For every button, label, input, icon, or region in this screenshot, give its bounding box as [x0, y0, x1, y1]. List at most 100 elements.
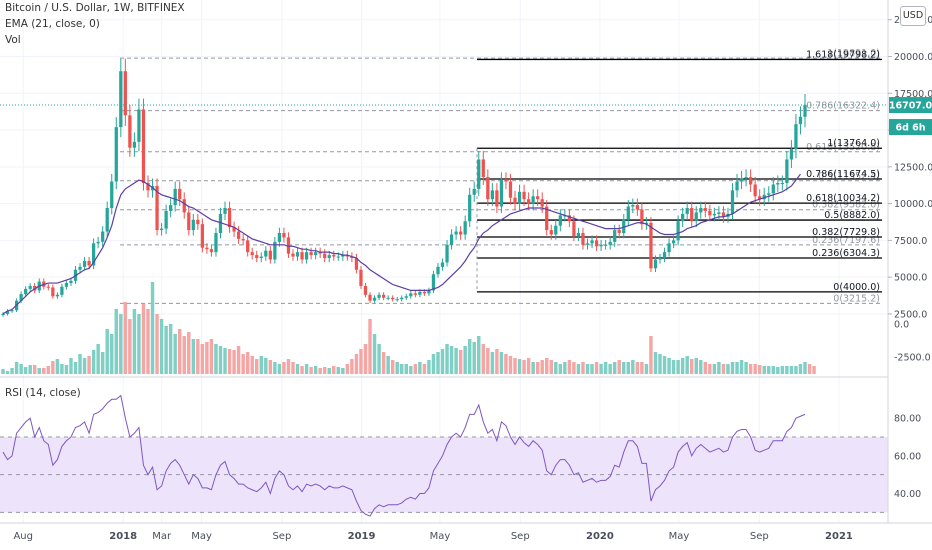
candle-body	[146, 183, 150, 191]
volume-bar	[209, 339, 214, 374]
volume-bar	[1, 369, 5, 374]
candle-body	[236, 231, 241, 239]
volume-bar	[599, 364, 603, 374]
volume-bar	[549, 360, 553, 374]
candle-body	[169, 205, 173, 211]
candle-body	[536, 196, 540, 200]
price-candles	[1, 58, 807, 317]
rsi-legend[interactable]: RSI (14, close)	[5, 387, 81, 399]
volume-bar	[177, 329, 182, 374]
volume-bar	[631, 360, 635, 374]
volume-bar	[671, 360, 676, 374]
candle-body	[5, 310, 10, 314]
ema-line	[0, 104, 888, 315]
candle-body	[250, 252, 254, 256]
volume-bar	[73, 362, 78, 374]
volume-bar	[640, 362, 644, 374]
volume-bar	[390, 360, 395, 374]
volume-bar	[114, 309, 118, 374]
fib-label-black: 0(4000.0)	[833, 282, 880, 293]
candle-body	[794, 124, 798, 150]
candle-body	[490, 190, 494, 200]
candle-body	[46, 286, 50, 288]
volume-legend[interactable]: Vol	[5, 34, 21, 46]
volume-bar	[295, 364, 300, 374]
volume-bar	[608, 364, 612, 374]
candle-body	[440, 262, 445, 267]
chart-title[interactable]: Bitcoin / U.S. Dollar, 1W, BITFINEX	[5, 2, 185, 14]
volume-bar	[318, 368, 322, 374]
candle-body	[341, 255, 345, 257]
fib-retracement-black[interactable]: 1.618(19798.2)1(13764.0)0.786(11674.5)0.…	[476, 49, 882, 293]
volume-bar	[128, 319, 132, 374]
candle-body	[667, 243, 671, 253]
volume-bar	[37, 368, 41, 374]
candle-body	[155, 185, 159, 231]
candle-body	[159, 228, 164, 231]
volume-bar	[653, 352, 658, 374]
currency-button[interactable]: USD	[900, 6, 926, 26]
volume-bar	[400, 364, 404, 374]
candle-body	[141, 109, 146, 184]
volume-bar	[51, 361, 55, 374]
candle-body	[758, 196, 762, 200]
volume-bar	[282, 362, 286, 374]
volume-bar	[273, 362, 277, 374]
volume-bar	[87, 356, 91, 374]
volume-bar	[245, 352, 250, 374]
volume-bar	[232, 350, 236, 374]
volume-bar	[159, 319, 164, 374]
price-tick-label: 17500.0	[894, 89, 932, 100]
volume-bar	[644, 364, 649, 374]
volume-bar	[363, 344, 368, 374]
candle-body	[196, 219, 200, 225]
volume-bar	[794, 366, 798, 374]
current-price-box	[889, 97, 932, 114]
candle-body	[459, 231, 463, 235]
fib-label-black: 0.236(6304.3)	[812, 248, 880, 259]
volume-bar	[744, 362, 748, 374]
candle-body	[676, 221, 680, 241]
rsi-tick-label: 40.00	[894, 489, 921, 500]
candle-body	[350, 256, 354, 259]
candle-body	[178, 188, 182, 200]
volume-bar	[622, 362, 626, 374]
volume-bar	[726, 364, 730, 374]
volume-bar	[42, 368, 46, 374]
volume-bar	[690, 359, 694, 374]
rsi-tick-label: 80.00	[894, 414, 921, 425]
time-tick-label: Sep	[272, 531, 291, 542]
candle-body	[635, 205, 639, 210]
volume-bar	[381, 352, 386, 374]
candle-body	[658, 258, 662, 260]
time-tick-label: 2020	[586, 531, 614, 542]
candle-body	[730, 190, 735, 214]
candle-body	[409, 293, 413, 297]
time-tick-label: Mar	[152, 531, 172, 542]
rsi-pane	[0, 376, 888, 517]
candle-body	[318, 252, 322, 254]
volume-bar	[413, 364, 418, 374]
volume-bar	[78, 354, 82, 374]
volume-bar	[717, 362, 721, 374]
candle-body	[110, 181, 114, 209]
volume-bar	[798, 364, 803, 374]
fib-label-black: 0.618(10034.2)	[806, 193, 880, 204]
candle-body	[323, 253, 327, 259]
ema-legend[interactable]: EMA (21, close, 0)	[5, 18, 100, 30]
candle-body	[268, 250, 272, 260]
candle-body	[767, 193, 771, 195]
volume-bar	[268, 360, 273, 374]
candle-body	[785, 159, 789, 184]
volume-bar	[191, 339, 196, 374]
volume-bar	[585, 364, 590, 374]
volume-bar	[146, 309, 150, 374]
candle-body	[413, 293, 417, 295]
fib-retracement-gray[interactable]: 1(19891.0) 0.786(16322.4) 0.618(13520.8) 0.…	[120, 48, 880, 304]
candle-body	[748, 177, 753, 185]
candle-body	[264, 250, 268, 257]
candle-body	[735, 181, 739, 191]
candle-body	[526, 199, 531, 204]
volume-bar	[590, 364, 594, 374]
